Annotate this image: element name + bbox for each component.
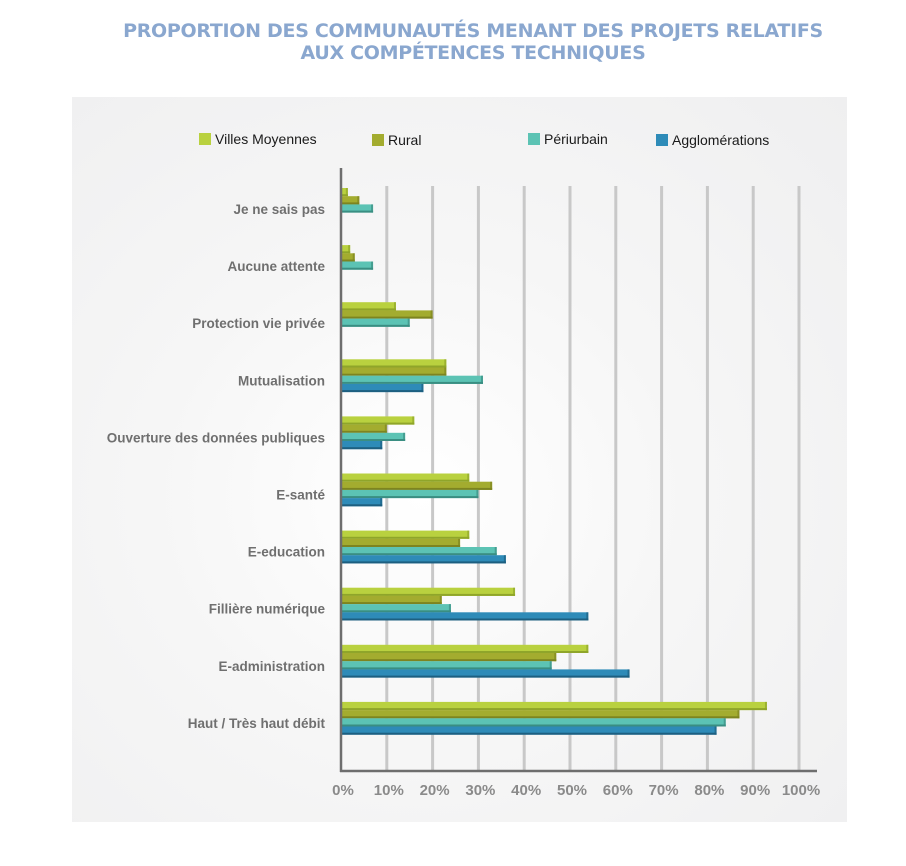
x-tick-label: 10% [374, 782, 404, 799]
bar-periurbain-ouverture-des-donnees-publiques [341, 432, 406, 441]
legend-label-periurbain: Périurbain [544, 131, 608, 147]
bar-rural-mutualisation [341, 367, 447, 376]
x-tick-label: 50% [557, 782, 587, 799]
legend-swatch-agglomerations [656, 134, 668, 146]
x-tick-label: 100% [782, 782, 820, 799]
bar-periurbain-protection-vie-privee [341, 318, 410, 327]
bar-rural-filliere-numerique [341, 595, 442, 605]
bar-agglomerations-ouverture-des-donnees-publiques [341, 441, 383, 450]
chart-title-line-1: PROPORTION DES COMMUNAUTÉS MENANT DES PR… [123, 20, 823, 42]
bar-periurbain-filliere-numerique [341, 604, 451, 613]
bar-agglomerations-mutualisation [341, 383, 424, 393]
category-label: E-education [248, 545, 325, 560]
bar-periurbain-je-ne-sais-pas [341, 204, 374, 213]
legend-label-rural: Rural [388, 132, 422, 148]
x-tick-label: 60% [603, 782, 633, 799]
bar-rural-e-sante [341, 481, 493, 490]
x-tick-label: 70% [649, 782, 679, 799]
chart-title-line-2: AUX COMPÉTENCES TECHNIQUES [300, 42, 646, 64]
bar-villes-moyennes-e-sante [341, 473, 470, 482]
x-tick-label: 20% [420, 782, 450, 799]
bar-villes-moyennes-protection-vie-privee [341, 302, 396, 311]
bar-agglomerations-e-sante [341, 498, 383, 507]
legend-item-villes-moyennes: Villes Moyennes [199, 131, 317, 147]
legend-label-villes-moyennes: Villes Moyennes [215, 131, 317, 147]
bar-villes-moyennes-ouverture-des-donnees-publiques [341, 416, 415, 425]
legend-item-rural: Rural [372, 132, 421, 148]
category-label: E-administration [218, 659, 325, 674]
legend-swatch-villes-moyennes [199, 133, 211, 145]
bar-periurbain-e-education [341, 547, 497, 556]
chart-title: PROPORTION DES COMMUNAUTÉS MENANT DES PR… [0, 20, 906, 64]
bar-villes-moyennes-mutualisation [341, 359, 447, 368]
legend-swatch-rural [372, 134, 384, 146]
bar-agglomerations-e-education [341, 555, 506, 564]
bar-villes-moyennes-haut-tres-haut-debit [341, 701, 767, 711]
category-label: Mutualisation [238, 373, 325, 388]
x-tick-labels: 0% 10% 20% 30% 40% 50% 60% 70% 80% 90% 100% [332, 782, 820, 799]
category-label: Aucune attente [227, 259, 325, 274]
category-label: E-santé [276, 488, 325, 503]
legend-label-agglomerations: Agglomérations [672, 132, 770, 148]
bar-rural-e-administration [341, 653, 557, 662]
legend-swatch-periurbain [528, 133, 540, 145]
x-tick-label: 90% [740, 782, 770, 799]
bar-villes-moyennes-e-education [341, 530, 470, 539]
bar-villes-moyennes-filliere-numerique [341, 587, 516, 596]
category-label: Haut / Très haut débit [188, 716, 326, 731]
bar-periurbain-e-administration [341, 661, 552, 670]
axes [339, 168, 817, 773]
bar-periurbain-e-sante [341, 489, 479, 499]
category-label: Je ne sais pas [233, 202, 325, 217]
bar-rural-e-education [341, 538, 461, 547]
bar-rural-aucune-attente [341, 253, 355, 262]
chart-panel [72, 97, 847, 822]
bar-villes-moyennes-e-administration [341, 644, 589, 653]
bar-agglomerations-filliere-numerique [341, 612, 589, 621]
bar-villes-moyennes-aucune-attente [341, 245, 351, 254]
x-tick-label: 40% [511, 782, 541, 799]
legend-item-periurbain: Périurbain [528, 131, 608, 147]
bars [341, 188, 767, 735]
x-tick-label: 30% [465, 782, 495, 799]
bar-periurbain-mutualisation [341, 375, 483, 384]
bar-agglomerations-haut-tres-haut-debit [341, 726, 717, 735]
bar-periurbain-haut-tres-haut-debit [341, 718, 726, 727]
bar-periurbain-aucune-attente [341, 261, 374, 270]
x-tick-label: 0% [332, 782, 354, 799]
category-label: Ouverture des données publiques [107, 430, 325, 445]
legend-item-agglomerations: Agglomérations [656, 132, 769, 148]
bar-agglomerations-e-administration [341, 669, 630, 678]
x-tick-label: 80% [694, 782, 724, 799]
category-label: Fillière numérique [209, 602, 326, 617]
bar-rural-protection-vie-privee [341, 310, 433, 319]
bar-villes-moyennes-je-ne-sais-pas [341, 188, 348, 197]
category-labels: Je ne sais pas Aucune attente Protection v… [107, 202, 326, 731]
bar-rural-je-ne-sais-pas [341, 196, 360, 205]
bar-rural-ouverture-des-donnees-publiques [341, 424, 387, 433]
category-label: Protection vie privée [192, 316, 325, 331]
bar-rural-haut-tres-haut-debit [341, 710, 740, 719]
